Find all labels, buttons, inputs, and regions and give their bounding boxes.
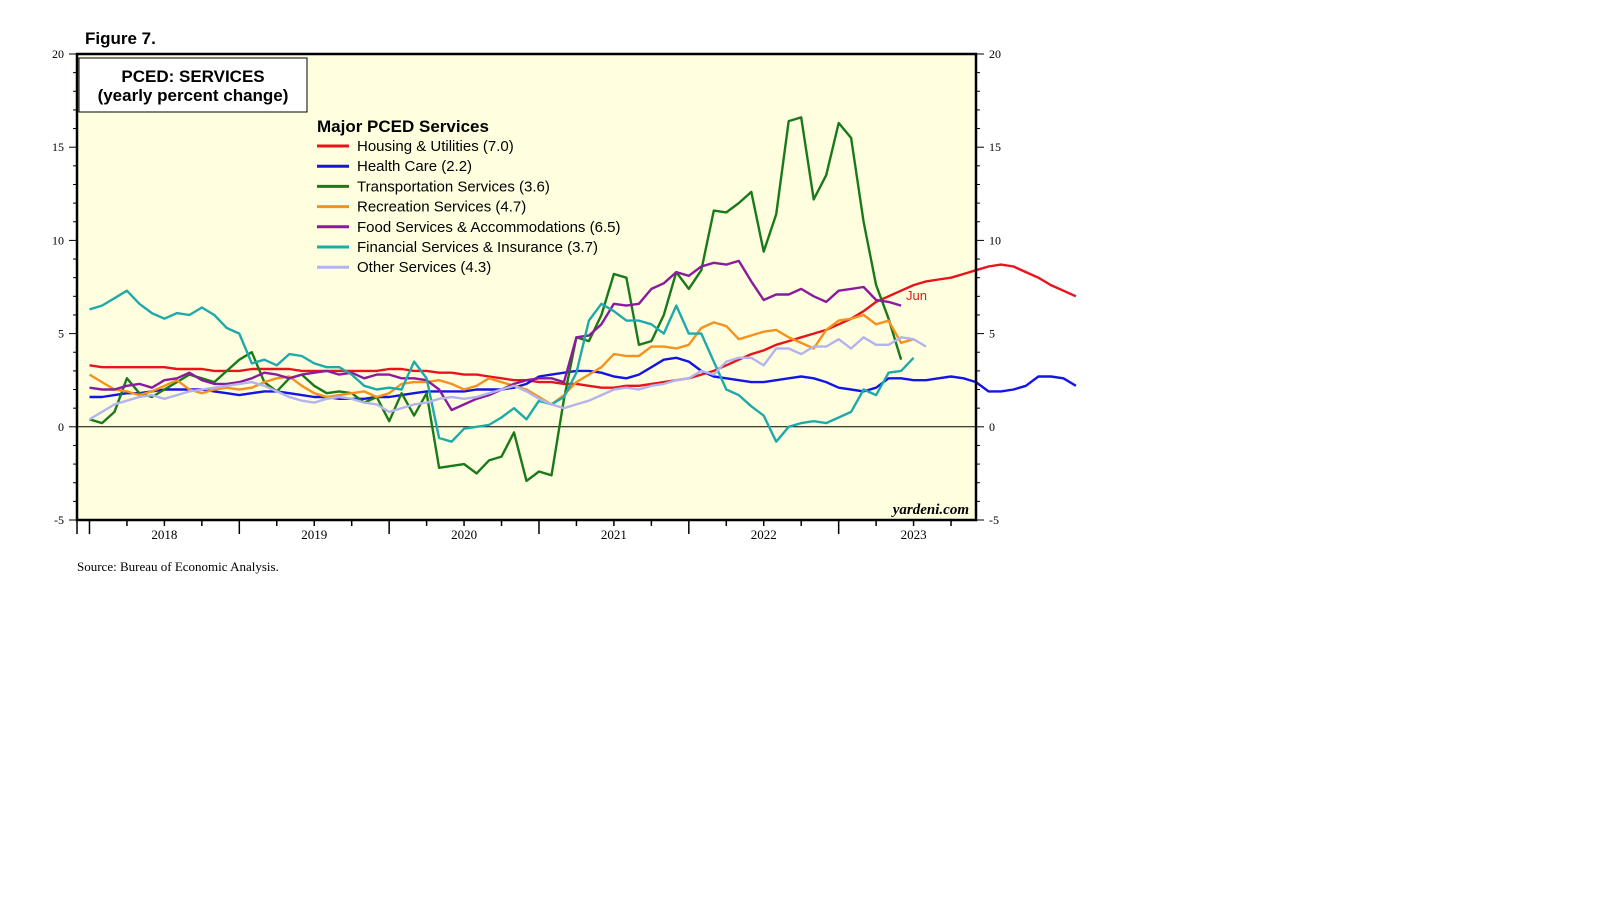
y-axis-left: -5 0 5 10 15 20 [52,47,77,527]
y-tick-label-right: 0 [989,420,995,434]
y-tick-label-right: 10 [989,233,1001,247]
legend: Housing & Utilities (7.0) Health Care (2.… [317,138,620,276]
x-tick-label: 2022 [751,527,777,542]
plot-frame [75,52,978,522]
y-tick-label-right: 5 [989,327,995,341]
y-tick-label-left: 10 [52,233,64,247]
x-tick-label: 2021 [601,527,627,542]
series-line-1 [89,356,1077,400]
y-tick-label-right: 20 [989,47,1001,61]
legend-entry: Financial Services & Insurance (3.7) [357,239,598,256]
chart-title-line2: (yearly percent change) [98,86,289,105]
series-lines [88,116,1077,483]
legend-entry: Transportation Services (3.6) [357,178,550,195]
series-line-6 [88,336,927,421]
x-axis: 2018 2019 2020 2021 2022 2023 [76,520,952,542]
legend-entry: Recreation Services (4.7) [357,199,526,216]
title-box: PCED: SERVICES (yearly percent change) [78,57,308,113]
watermark: yardeni.com [891,502,969,518]
title-box-frame [78,57,308,113]
y-axis-right: -5 0 5 10 15 20 [976,47,1001,527]
plot-area [77,54,976,520]
series-line-3 [88,313,914,406]
y-tick-label-left: 15 [52,140,64,154]
legend-entry: Food Services & Accommodations (6.5) [357,219,620,236]
source-note: Source: Bureau of Economic Analysis. [77,559,279,574]
y-tick-label-left: 5 [58,327,64,341]
series-line-0 [89,263,1077,389]
y-tick-label-left: 20 [52,47,64,61]
series-line-5 [89,289,915,443]
y-tick-label-left: -5 [54,513,64,527]
legend-title: Major PCED Services [317,117,489,136]
last-point-label: Jun [906,288,927,303]
chart-title-line1: PCED: SERVICES [121,67,264,86]
y-tick-label-right: -5 [989,513,999,527]
legend-entry: Housing & Utilities (7.0) [357,138,514,155]
x-tick-label: 2018 [151,527,177,542]
x-tick-label: 2020 [451,527,477,542]
series-line-2 [89,116,903,483]
y-tick-label-right: 15 [989,140,1001,154]
figure-label: Figure 7. [85,29,156,48]
x-tick-label: 2019 [301,527,327,542]
y-tick-label-left: 0 [58,420,64,434]
legend-entry: Other Services (4.3) [357,259,491,276]
x-tick-label: 2023 [901,527,927,542]
legend-entry: Health Care (2.2) [357,158,472,175]
